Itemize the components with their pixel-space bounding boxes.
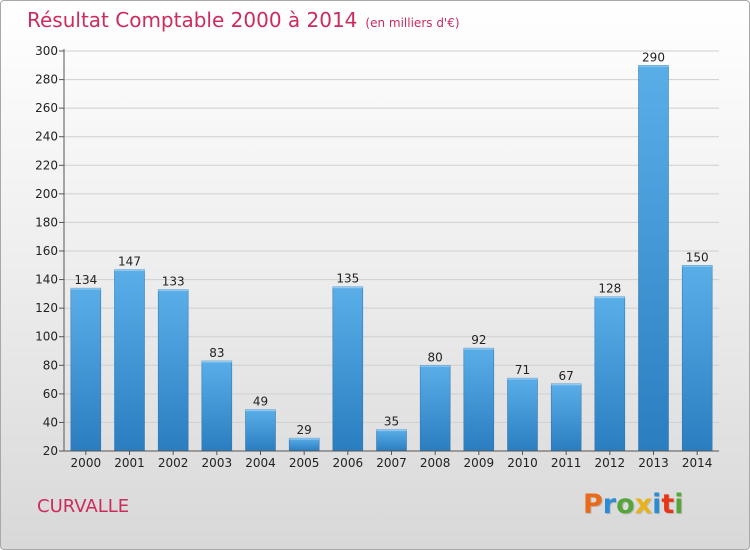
bar-highlight-2002	[158, 289, 189, 292]
x-tick-label-2005: 2005	[289, 456, 320, 470]
logo-letter: o	[616, 489, 635, 520]
chart-title: Résultat Comptable 2000 à 2014 (en millie…	[27, 8, 460, 32]
data-label-2013: 290	[642, 50, 665, 64]
logo-letter: r	[602, 489, 617, 520]
bar-2010	[507, 377, 538, 452]
y-tick-label: 160	[35, 244, 58, 258]
x-tick-label-2001: 2001	[114, 456, 145, 470]
bar-2001	[114, 269, 145, 452]
y-tick-label: 260	[35, 101, 58, 115]
x-tick-label-2012: 2012	[595, 456, 626, 470]
x-tick-label-2006: 2006	[333, 456, 364, 470]
bar-highlight-2001	[114, 269, 145, 272]
data-label-2006: 135	[336, 272, 359, 286]
y-tick-label: 20	[43, 444, 58, 458]
data-label-2012: 128	[598, 282, 621, 296]
place-name: CURVALLE	[37, 496, 130, 517]
x-tick-label-2010: 2010	[507, 456, 538, 470]
data-label-2007: 35	[384, 415, 399, 429]
y-tick-label: 100	[35, 330, 58, 344]
bar-highlight-2008	[420, 365, 451, 367]
y-tick-label: 180	[35, 215, 58, 229]
x-tick-label-2009: 2009	[464, 456, 495, 470]
y-tick-label: 200	[35, 187, 58, 201]
bar-highlight-2011	[551, 383, 582, 386]
bar-highlight-2014	[682, 265, 713, 267]
y-tick-label: 140	[35, 273, 58, 287]
x-tick-label-2013: 2013	[638, 456, 669, 470]
x-tick-label-2003: 2003	[202, 456, 233, 470]
data-label-2010: 71	[515, 363, 530, 377]
chart-title-text: Résultat Comptable 2000 à 2014	[27, 8, 358, 32]
bar-2011	[550, 383, 582, 452]
bar-highlight-2012	[594, 296, 625, 299]
chart-subtitle: (en milliers d'€)	[365, 16, 460, 30]
data-label-2004: 49	[253, 395, 268, 409]
data-label-2003: 83	[209, 346, 224, 360]
y-tick-label: 120	[35, 301, 58, 315]
y-tick-label: 40	[43, 415, 58, 429]
x-tick-label-2011: 2011	[551, 456, 582, 470]
bar-2009	[463, 347, 495, 452]
data-label-2001: 147	[118, 255, 141, 269]
x-tick-label-2014: 2014	[682, 456, 713, 470]
y-tick-label: 280	[35, 73, 58, 87]
bar-2004	[245, 409, 276, 452]
data-label-2005: 29	[297, 423, 312, 437]
bar-2000	[70, 287, 102, 452]
bar-highlight-2000	[70, 288, 101, 290]
y-tick-label: 60	[43, 387, 58, 401]
bar-2013	[638, 65, 669, 452]
proxiti-logo: Proxiti	[583, 489, 684, 520]
bar-highlight-2004	[245, 409, 276, 412]
bar-2007	[376, 429, 407, 452]
x-tick-label-2000: 2000	[71, 456, 102, 470]
logo-letter: t	[661, 489, 675, 520]
bar-highlight-2009	[463, 348, 494, 350]
bar-2008	[419, 365, 451, 452]
x-tick-label-2007: 2007	[376, 456, 407, 470]
bar-highlight-2007	[376, 429, 407, 432]
y-tick-label: 220	[35, 158, 58, 172]
logo-letter: P	[583, 489, 603, 520]
x-tick-label-2008: 2008	[420, 456, 451, 470]
bar-2006	[332, 286, 364, 452]
y-tick-label: 300	[35, 44, 58, 58]
logo-letter: x	[634, 489, 653, 520]
bar-highlight-2003	[201, 361, 232, 363]
bar-highlight-2005	[289, 438, 320, 440]
x-tick-label-2004: 2004	[245, 456, 276, 470]
data-label-2009: 92	[471, 333, 486, 347]
bar-highlight-2010	[507, 378, 538, 380]
data-label-2000: 134	[74, 273, 97, 287]
y-tick-label: 80	[43, 358, 58, 372]
bar-highlight-2013	[638, 65, 669, 67]
bar-2012	[594, 296, 626, 452]
bar-highlight-2006	[332, 286, 363, 289]
logo-letter: i	[674, 489, 684, 520]
x-tick-label-2002: 2002	[158, 456, 189, 470]
y-tick-label: 240	[35, 130, 58, 144]
data-label-2002: 133	[162, 275, 185, 289]
data-label-2008: 80	[428, 350, 443, 364]
bar-2005	[288, 437, 320, 452]
bar-2002	[157, 289, 189, 452]
bar-2014	[681, 265, 713, 452]
data-label-2011: 67	[559, 369, 574, 383]
bar-2003	[201, 360, 233, 452]
logo-letter: i	[652, 489, 662, 520]
data-label-2014: 150	[686, 250, 709, 264]
